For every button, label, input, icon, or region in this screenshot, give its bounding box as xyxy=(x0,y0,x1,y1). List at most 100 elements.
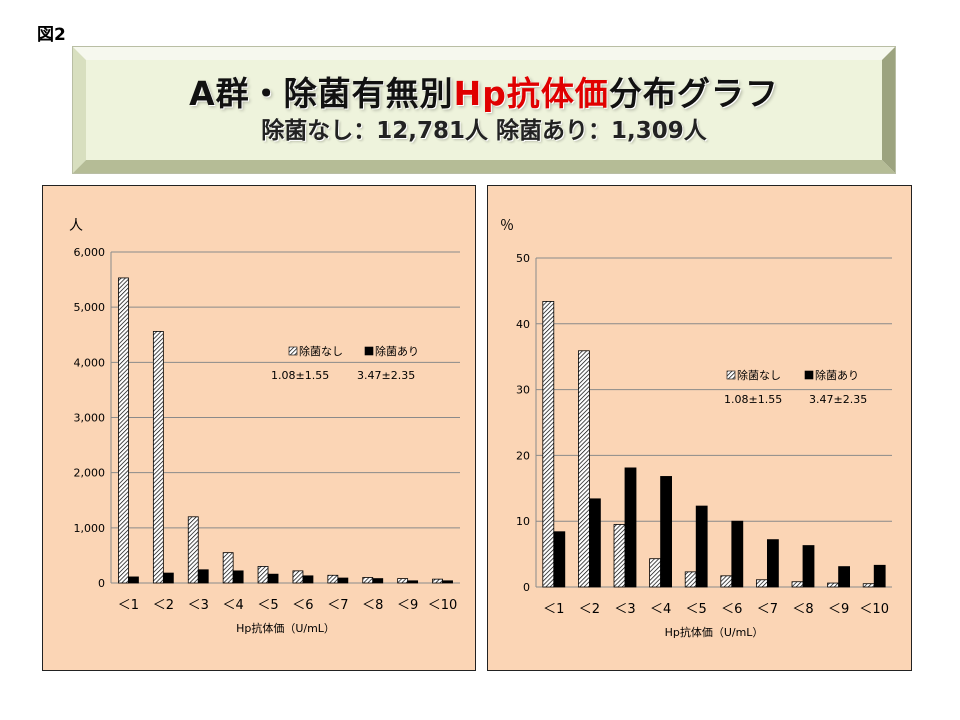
x-tick-label: ＜9 xyxy=(397,598,418,613)
y-axis-unit: ％ xyxy=(500,218,514,234)
x-tick-label: ＜8 xyxy=(362,598,383,613)
y-tick-label: 10 xyxy=(516,515,530,528)
bar-hatched-3 xyxy=(187,516,199,584)
bar-hatched-8 xyxy=(362,577,374,584)
title-highlight: Hp抗体価 xyxy=(453,74,609,113)
x-tick-label: ＜4 xyxy=(650,602,671,617)
legend-swatch xyxy=(804,370,814,380)
legend-label: 除菌なし xyxy=(737,368,781,382)
chart-count-svg: 0 1,000 2,000 3,000 4,000 5,000 6,000 人 ＜1 ＜2 ＜3 ＜4… xyxy=(69,218,460,635)
x-tick-label: ＜2 xyxy=(153,598,174,613)
bar-solid-8 xyxy=(802,545,815,588)
bar-hatched-5 xyxy=(684,571,697,588)
y-tick-label: 0 xyxy=(98,577,105,590)
stat-annotation: 1.08±1.55 xyxy=(724,393,782,406)
title-part-4: 分布グラフ xyxy=(608,74,779,113)
bar-solid-7 xyxy=(766,539,779,588)
bar-solid-10 xyxy=(873,564,886,588)
bar-solid-2 xyxy=(589,498,601,588)
bar-hatched-2 xyxy=(152,331,164,584)
x-tick-label: ＜6 xyxy=(292,598,313,613)
bar-solid-1 xyxy=(553,531,566,588)
x-tick-label: ＜1 xyxy=(118,598,139,613)
bar-solid-2 xyxy=(162,572,174,584)
bar-solid-4 xyxy=(660,476,673,588)
bar-hatched-7 xyxy=(327,574,339,584)
chart-title: A群・除菌有無別Hp抗体価分布グラフ xyxy=(72,74,896,114)
chart-percent-svg: 0 10 20 30 40 50 ％ ＜1 ＜2 ＜3 ＜4 ＜5 ＜6 ＜7 ＜8 ＜9 ＜10 Hp抗体価（U… xyxy=(500,218,892,639)
bar-hatched-6 xyxy=(720,575,733,588)
bar-hatched-4 xyxy=(222,552,234,584)
bar-hatched-9 xyxy=(397,578,409,584)
bar-solid-5 xyxy=(267,573,279,584)
y-tick-label: 5,000 xyxy=(74,301,106,314)
stat-annotation: 3.47±2.35 xyxy=(357,369,415,382)
bar-hatched-7 xyxy=(755,579,768,588)
bar-solid-6 xyxy=(731,520,744,588)
figure-label: 図2 xyxy=(37,25,66,45)
chart-subtitle: 除菌なし：12,781人 除菌あり：1,309人 xyxy=(261,118,707,144)
y-tick-label: 4,000 xyxy=(74,356,106,369)
bar-hatched-5 xyxy=(257,566,269,584)
y-tick-label: 50 xyxy=(516,252,530,265)
bar-solid-7 xyxy=(337,577,349,584)
chart-panel-count: 0 1,000 2,000 3,000 4,000 5,000 6,000 人 ＜1 ＜2 ＜3 ＜4… xyxy=(42,185,476,671)
y-tick-label: 6,000 xyxy=(74,246,106,259)
bar-hatched-10 xyxy=(432,578,443,584)
bar-solid-5 xyxy=(695,505,708,588)
y-tick-label: 3,000 xyxy=(74,412,106,425)
legend-swatch xyxy=(726,370,736,380)
bar-hatched-10 xyxy=(862,583,875,588)
x-tick-label: ＜2 xyxy=(579,602,600,617)
bar-solid-8 xyxy=(372,578,384,584)
legend-label: 除菌あり xyxy=(815,368,859,382)
x-tick-label: ＜7 xyxy=(757,602,778,617)
x-tick-label: ＜6 xyxy=(721,602,742,617)
stat-annotation: 3.47±2.35 xyxy=(809,393,867,406)
bar-solid-1 xyxy=(128,576,139,584)
bar-solid-4 xyxy=(232,570,244,584)
y-tick-label: 20 xyxy=(516,449,530,462)
bar-hatched-4 xyxy=(649,558,662,588)
x-tick-label: ＜9 xyxy=(828,602,849,617)
y-tick-label: 2,000 xyxy=(74,467,106,480)
bar-solid-3 xyxy=(197,569,209,584)
legend-label: 除菌なし xyxy=(299,344,343,358)
y-tick-label: 30 xyxy=(516,384,530,397)
legend-label: 除菌あり xyxy=(375,344,419,358)
bar-solid-6 xyxy=(302,575,314,584)
banner-bevel xyxy=(72,46,896,174)
bar-hatched-3 xyxy=(613,524,626,588)
y-tick-label: 40 xyxy=(516,318,530,331)
y-tick-label: 1,000 xyxy=(74,522,106,535)
x-tick-label: ＜4 xyxy=(223,598,244,613)
title-part-1: A群・除菌有無 xyxy=(189,74,420,113)
bar-hatched-2 xyxy=(578,350,590,588)
x-tick-label: ＜5 xyxy=(257,598,278,613)
title-banner: A群・除菌有無別Hp抗体価分布グラフ 除菌なし：12,781人 除菌あり：1,3… xyxy=(72,46,896,174)
y-axis-unit: 人 xyxy=(69,218,83,234)
chart-panel-percent: 0 10 20 30 40 50 ％ ＜1 ＜2 ＜3 ＜4 ＜5 ＜6 ＜7 ＜8 ＜9 ＜10 Hp抗体価（U… xyxy=(487,185,912,671)
x-tick-label: ＜10 xyxy=(428,598,458,613)
x-axis-label: Hp抗体価（U/mL） xyxy=(665,625,764,639)
bar-solid-9 xyxy=(407,580,419,584)
bar-solid-9 xyxy=(838,566,851,588)
bar-hatched-9 xyxy=(827,582,840,588)
bar-hatched-8 xyxy=(791,581,804,588)
x-tick-label: ＜10 xyxy=(859,602,889,617)
title-part-2: 別 xyxy=(419,74,454,113)
bar-hatched-6 xyxy=(292,570,304,584)
x-tick-label: ＜3 xyxy=(188,598,209,613)
y-tick-label: 0 xyxy=(523,581,530,594)
x-axis-label: Hp抗体価（U/mL） xyxy=(236,621,335,635)
stat-annotation: 1.08±1.55 xyxy=(271,369,329,382)
legend-swatch xyxy=(288,346,298,356)
x-tick-label: ＜5 xyxy=(686,602,707,617)
bar-hatched-1 xyxy=(542,301,555,588)
x-tick-label: ＜1 xyxy=(543,602,564,617)
bar-hatched-1 xyxy=(118,277,129,584)
bar-solid-3 xyxy=(624,467,637,588)
bar-solid-10 xyxy=(442,580,453,584)
x-tick-label: ＜3 xyxy=(614,602,635,617)
x-tick-label: ＜8 xyxy=(792,602,813,617)
